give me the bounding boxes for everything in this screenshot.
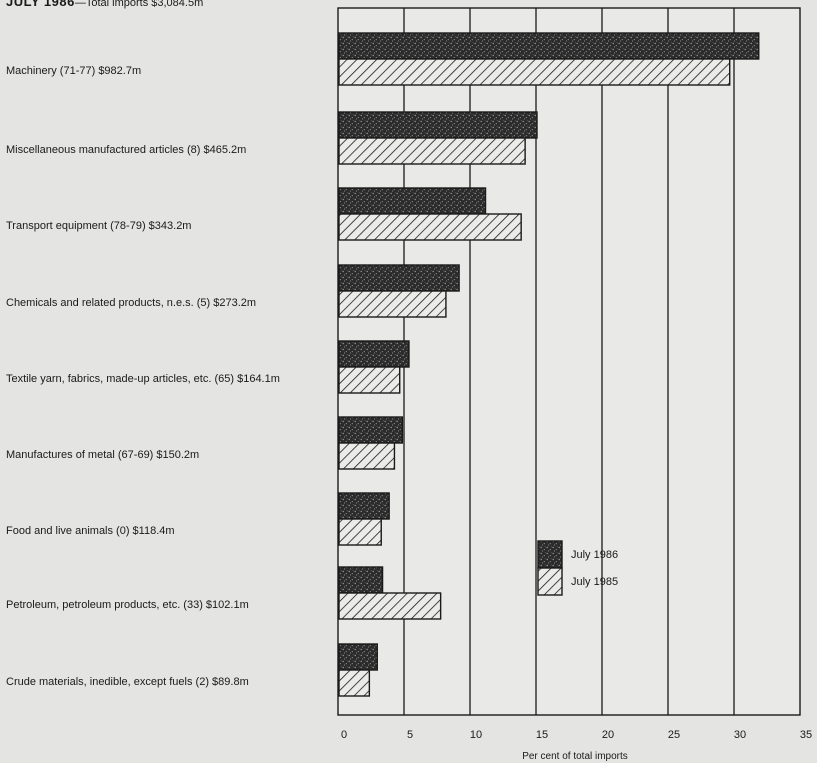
legend-swatch xyxy=(537,567,563,596)
bar-july-1986 xyxy=(338,340,410,368)
bar-july-1985 xyxy=(338,290,447,318)
bar-july-1985 xyxy=(338,669,371,697)
bar-july-1985 xyxy=(338,213,522,241)
x-tick-label: 15 xyxy=(536,729,548,741)
x-tick-label: 5 xyxy=(407,729,413,741)
category-label: Textile yarn, fabrics, made-up articles,… xyxy=(6,373,280,385)
bar-july-1986 xyxy=(338,643,378,671)
chart-title: JULY 1986—Total imports $3,084.5m xyxy=(6,0,203,9)
bar-july-1986 xyxy=(338,32,760,60)
category-label: Chemicals and related products, n.e.s. (… xyxy=(6,297,257,309)
category-label: Miscellaneous manufactured articles (8) … xyxy=(6,144,247,156)
chart-title-sub: —Total imports $3,084.5m xyxy=(74,0,204,9)
bar-july-1985 xyxy=(338,58,731,86)
x-tick-label: 35 xyxy=(800,729,812,741)
bar-july-1986 xyxy=(338,566,384,594)
x-tick-label: 30 xyxy=(734,729,746,741)
legend-label: July 1985 xyxy=(571,576,618,588)
bar-july-1986 xyxy=(338,264,460,292)
category-label: Manufactures of metal (67-69) $150.2m xyxy=(6,449,200,461)
category-label: Crude materials, inedible, except fuels … xyxy=(6,676,249,688)
x-tick-label: 10 xyxy=(470,729,482,741)
category-label: Machinery (71-77) $982.7m xyxy=(6,65,142,77)
bar-july-1985 xyxy=(338,137,526,165)
category-label: Food and live animals (0) $118.4m xyxy=(6,525,175,537)
x-tick-label: 0 xyxy=(341,729,347,741)
bar-july-1985 xyxy=(338,518,382,546)
legend-label: July 1986 xyxy=(571,549,618,561)
bar-july-1985 xyxy=(338,366,401,394)
bar-july-1986 xyxy=(338,492,390,520)
bar-july-1986 xyxy=(338,187,487,215)
x-tick-label: 25 xyxy=(668,729,680,741)
bar-july-1986 xyxy=(338,416,404,444)
x-tick-label: 20 xyxy=(602,729,614,741)
chart-title-main: JULY 1986 xyxy=(6,0,75,9)
category-label: Petroleum, petroleum products, etc. (33)… xyxy=(6,599,249,611)
bar-july-1985 xyxy=(338,442,396,470)
category-label: Transport equipment (78-79) $343.2m xyxy=(6,220,192,232)
legend-swatch xyxy=(537,540,563,569)
bar-july-1986 xyxy=(338,111,538,139)
bar-july-1985 xyxy=(338,592,442,620)
x-axis-label: Per cent of total imports xyxy=(522,751,628,762)
plot-frame xyxy=(337,7,801,716)
